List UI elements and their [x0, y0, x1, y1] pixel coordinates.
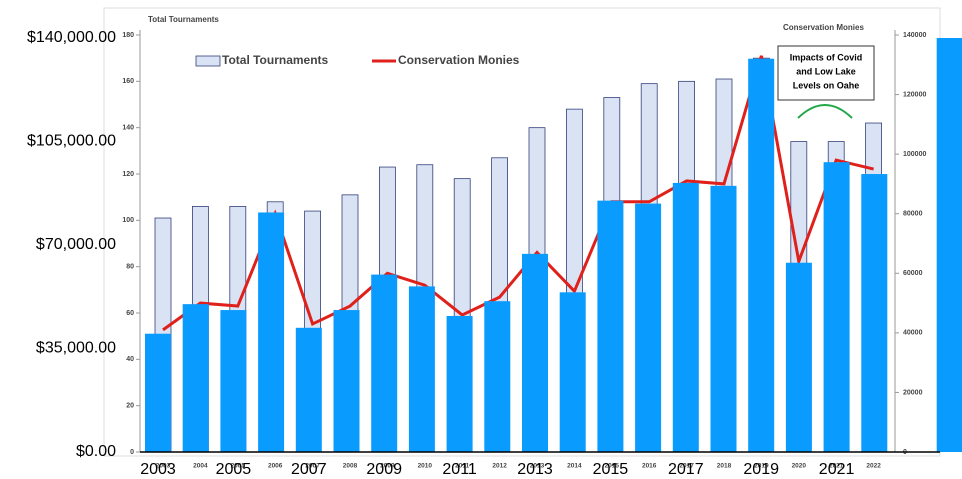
x-tick-label: 2013	[530, 463, 545, 470]
y-tick-label: 180	[122, 32, 134, 39]
y2-tick-label: 20000	[903, 389, 923, 396]
x-tick-label: 2003	[140, 461, 176, 478]
bar	[597, 200, 624, 452]
x-tick-label: 2014	[567, 463, 582, 470]
bar	[182, 304, 209, 452]
x-tick-label: 2006	[268, 463, 283, 470]
x-tick-label: 2017	[679, 463, 694, 470]
x-tick-label: 2011	[442, 461, 477, 478]
y-axis-title: Total Tournaments	[148, 15, 219, 24]
y-tick-label: 160	[122, 78, 134, 85]
bar	[220, 310, 247, 452]
y-tick-label: $105,000.00	[27, 133, 116, 150]
x-tick-label: 2003	[156, 463, 171, 470]
bar	[145, 333, 171, 452]
x-tick-label: 2009	[366, 461, 402, 478]
annotation: and Low Lake	[796, 66, 856, 76]
x-tick-label: 2019	[743, 461, 779, 478]
x-tick-label: 2007	[305, 463, 320, 470]
bar	[258, 212, 285, 452]
y2-tick-label: 80000	[903, 211, 923, 218]
bar	[823, 162, 850, 452]
bar	[785, 262, 812, 452]
y2-tick-label: 100000	[903, 151, 926, 158]
annotation-box	[777, 45, 875, 101]
legend-swatch	[195, 55, 221, 67]
bar	[559, 292, 586, 452]
annotation: Impacts of Covid	[790, 52, 863, 62]
bar	[522, 253, 548, 452]
bar	[936, 38, 962, 452]
x-tick-label: 2010	[418, 463, 433, 470]
annotation-arc	[797, 104, 853, 119]
x-tick-label: 2016	[642, 463, 657, 470]
y2-tick-label: 140000	[903, 32, 926, 39]
x-tick-label: 2011	[455, 463, 469, 470]
x-tick-label: 2004	[193, 463, 208, 470]
bar	[408, 286, 435, 452]
y2-tick-label: 40000	[903, 330, 923, 337]
x-tick-label: 2005	[231, 463, 246, 470]
bar	[635, 203, 662, 452]
y-tick-label: 140	[122, 125, 134, 132]
y-tick-label: 80	[126, 264, 134, 271]
y2-axis-title: Conservation Monies	[783, 23, 864, 32]
bar	[295, 327, 322, 452]
x-tick-label: 2020	[792, 463, 807, 470]
y-tick-label: $35,000.00	[36, 340, 116, 357]
bar	[446, 315, 473, 452]
bar	[748, 58, 775, 452]
x-tick-label: 2012	[492, 463, 507, 470]
x-tick-label: 2021	[829, 463, 844, 470]
legend-label: Conservation Monies	[398, 53, 520, 67]
y-tick-label: 20	[126, 403, 134, 410]
y-tick-label: 120	[122, 171, 134, 178]
bar	[861, 174, 888, 452]
bar	[371, 274, 398, 452]
x-tick-label: 2019	[754, 463, 769, 470]
x-tick-label: 2013	[517, 461, 553, 478]
x-tick-label: 2015	[593, 461, 629, 478]
legend-label: Total Tournaments	[222, 53, 329, 67]
x-tick-label: 2017	[668, 461, 704, 478]
x-tick-label: 2015	[605, 463, 620, 470]
x-tick-label: 2009	[380, 463, 395, 470]
y-tick-label: $0.00	[76, 443, 116, 460]
x-tick-label: 2005	[216, 461, 252, 478]
bar	[672, 182, 699, 452]
x-tick-label: 2008	[343, 463, 358, 470]
annotation: Levels on Oahe	[793, 80, 860, 90]
x-tick-label: 2022	[866, 463, 881, 470]
y-tick-label: $140,000.00	[27, 29, 116, 46]
y-tick-label: 60	[126, 310, 134, 317]
bar	[710, 185, 737, 452]
y-tick-label: $70,000.00	[36, 236, 116, 253]
y-tick-label: 40	[126, 356, 134, 363]
x-tick-label: 2018	[717, 463, 732, 470]
y2-tick-label: 120000	[903, 91, 926, 98]
y-tick-label: 0	[130, 449, 134, 456]
y-tick-label: 100	[122, 217, 134, 224]
overlay-chart: $0.00 $35,000.00 $70,000.00 $105,000.00 $140…	[27, 29, 962, 478]
x-tick-label: 2007	[291, 461, 327, 478]
x-tick-label: 2021	[819, 461, 855, 478]
bar	[333, 310, 360, 452]
bar	[484, 301, 511, 452]
y2-tick-label: 60000	[903, 270, 923, 277]
